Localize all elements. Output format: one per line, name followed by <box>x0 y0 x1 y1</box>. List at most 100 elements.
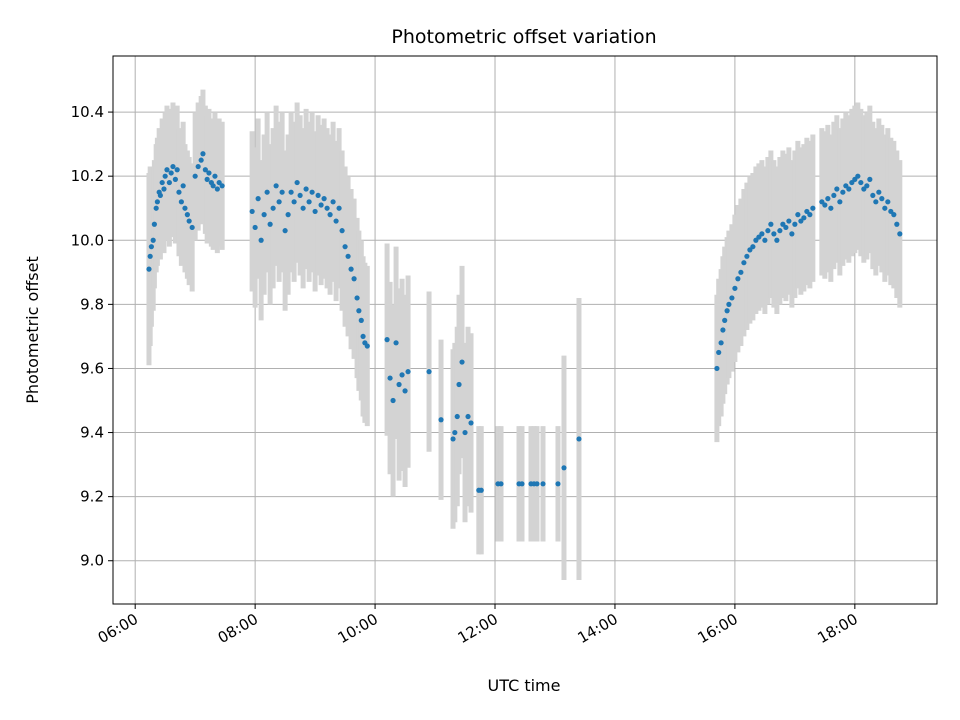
data-point <box>351 276 357 282</box>
data-point <box>212 173 218 179</box>
data-point <box>147 253 153 259</box>
data-point <box>174 167 180 173</box>
data-point <box>834 186 840 192</box>
data-point <box>561 465 567 471</box>
data-point <box>206 170 212 176</box>
data-point <box>777 228 783 234</box>
data-point <box>807 212 813 218</box>
data-point <box>300 205 306 211</box>
data-point <box>729 295 735 301</box>
data-point <box>744 253 750 259</box>
data-point <box>252 224 258 231</box>
data-point <box>452 429 458 436</box>
data-point <box>555 481 561 487</box>
y-tick-label: 9.2 <box>80 488 104 506</box>
data-point <box>795 212 801 218</box>
data-point <box>291 199 297 205</box>
data-point <box>738 269 744 275</box>
data-point <box>162 173 168 179</box>
data-point <box>204 176 210 182</box>
data-point <box>150 237 156 243</box>
data-point <box>722 317 728 323</box>
data-point <box>202 167 208 173</box>
data-point <box>390 397 396 404</box>
data-point <box>182 205 188 211</box>
data-point <box>309 189 315 195</box>
y-tick-label: 9.0 <box>80 552 104 570</box>
error-bars <box>146 89 903 580</box>
data-point <box>364 343 370 349</box>
data-point <box>399 372 405 378</box>
x-tick-label: 08:00 <box>215 610 261 647</box>
data-point <box>336 205 342 211</box>
data-point <box>176 189 182 195</box>
data-point <box>159 179 165 186</box>
y-tick-label: 10.2 <box>71 167 104 185</box>
data-point <box>716 349 722 356</box>
data-point <box>339 228 345 234</box>
data-point <box>786 218 792 224</box>
data-point <box>255 196 261 202</box>
chart-title: Photometric offset variation <box>391 26 656 48</box>
data-point <box>261 212 267 218</box>
data-point <box>792 221 798 227</box>
data-point <box>345 253 351 259</box>
data-point <box>180 183 186 189</box>
x-tick-label: 10:00 <box>335 610 381 647</box>
y-tick-label: 10.4 <box>71 103 104 121</box>
data-point <box>882 205 888 211</box>
data-point <box>450 436 456 442</box>
y-axis-label: Photometric offset <box>23 256 42 404</box>
data-point <box>330 199 336 205</box>
data-point <box>468 420 474 426</box>
data-point <box>184 212 190 218</box>
data-point <box>210 183 216 189</box>
data-point <box>358 317 364 323</box>
data-point <box>724 308 730 314</box>
data-point <box>312 208 318 215</box>
data-point <box>720 327 726 333</box>
data-point <box>157 192 163 199</box>
data-point <box>840 189 846 195</box>
data-point <box>151 221 157 227</box>
data-point <box>741 260 747 266</box>
data-point <box>894 221 900 227</box>
data-point <box>891 212 897 218</box>
data-point <box>288 189 294 195</box>
data-point <box>714 365 720 372</box>
data-point <box>333 218 339 224</box>
data-point <box>172 176 178 182</box>
data-point <box>186 218 192 224</box>
data-point <box>771 231 777 237</box>
data-point <box>519 481 525 487</box>
data-point <box>831 192 837 199</box>
data-point <box>867 176 873 182</box>
x-axis-label: UTC time <box>488 676 561 695</box>
y-tick-label: 9.4 <box>80 424 104 442</box>
data-point <box>200 151 206 157</box>
y-tick-label: 9.8 <box>80 295 104 313</box>
data-point <box>164 167 170 173</box>
data-point <box>828 205 834 211</box>
data-point <box>154 199 160 205</box>
data-point <box>327 212 333 218</box>
data-point <box>858 179 864 186</box>
x-axis: 06:00 08:00 10:00 12:00 14:00 16:00 18:00 <box>95 604 861 647</box>
data-point <box>789 231 795 237</box>
data-points <box>146 151 903 493</box>
data-point <box>321 196 327 202</box>
data-point <box>765 228 771 234</box>
data-point <box>478 487 484 493</box>
data-point <box>750 244 756 250</box>
data-point <box>360 333 366 340</box>
data-point <box>810 205 816 211</box>
data-point <box>146 266 152 272</box>
data-point <box>762 237 768 243</box>
data-point <box>726 301 732 307</box>
data-point <box>576 436 582 442</box>
data-point <box>348 266 354 272</box>
data-point <box>864 183 870 189</box>
data-point <box>876 189 882 195</box>
data-point <box>219 183 225 189</box>
